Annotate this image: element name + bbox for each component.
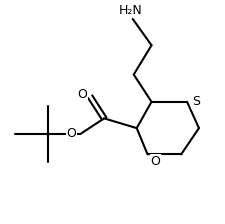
- Text: O: O: [66, 127, 76, 140]
- Text: S: S: [191, 95, 199, 108]
- Text: O: O: [77, 88, 87, 101]
- Text: H₂N: H₂N: [118, 4, 142, 17]
- Text: O: O: [150, 155, 160, 168]
